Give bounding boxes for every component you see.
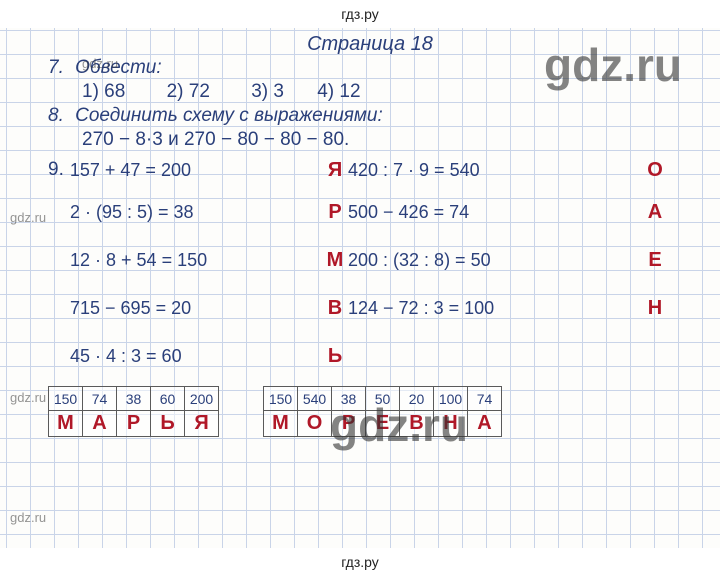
ans1-l4: Я	[185, 411, 219, 437]
ans1-l0: М	[49, 411, 83, 437]
watermark-big-2: gdz.ru	[330, 398, 468, 452]
task9-r1-ll: Р	[322, 201, 348, 224]
task9-r0-left: 157 + 47 = 200	[70, 160, 322, 181]
watermark-small-1: gdz.ru	[82, 56, 118, 71]
watermark-small-4: gdz.ru	[10, 510, 46, 525]
task9-r1-right: 500 − 426 = 74	[348, 202, 642, 223]
ans1-n1: 74	[83, 387, 117, 411]
task9-r4-ll: Ь	[322, 345, 348, 368]
task9-r0-ll: Я	[322, 159, 348, 182]
ans2-n0: 150	[264, 387, 298, 411]
task9-number: 9.	[48, 159, 64, 181]
task9-r0-right: 420 : 7 · 9 = 540	[348, 160, 642, 181]
ans1-l3: Ь	[151, 411, 185, 437]
ans1-n3: 60	[151, 387, 185, 411]
answer-table-1: 150 74 38 60 200 М А Р Ь Я	[48, 386, 219, 437]
ans2-n1: 540	[298, 387, 332, 411]
task9-r3-rl: Н	[642, 297, 668, 320]
task7-item-1: 1) 68	[82, 80, 125, 104]
ans1-n0: 150	[49, 387, 83, 411]
ans2-n6: 74	[468, 387, 502, 411]
task8-number: 8.	[48, 105, 64, 126]
ans1-l1: А	[83, 411, 117, 437]
task7-item-3: 3) 3	[251, 80, 284, 104]
site-header: гдз.ру	[0, 0, 720, 28]
task8-expression: 270 − 8·3 и 270 − 80 − 80 − 80.	[48, 128, 692, 152]
watermark-small-2: gdz.ru	[10, 210, 46, 225]
task9-r0-rl: О	[642, 159, 668, 182]
task9-r2-left: 12 · 8 + 54 = 150	[70, 250, 322, 271]
ans2-l0: М	[264, 411, 298, 437]
task9-r1-rl: А	[642, 201, 668, 224]
task7-number: 7.	[48, 57, 64, 78]
notebook-page: Страница 18 7. Обвести: 1) 68 2) 72 3) 3…	[0, 28, 720, 548]
task9-r3-right: 124 − 72 : 3 = 100	[348, 298, 642, 319]
task9-r3-left: 715 − 695 = 20	[70, 298, 322, 319]
task9-r1-left: 2 · (95 : 5) = 38	[70, 202, 322, 223]
task9-r4-left: 45 · 4 : 3 = 60	[70, 346, 322, 367]
task9-r2-ll: М	[322, 249, 348, 272]
ans2-l1: О	[298, 411, 332, 437]
ans1-l2: Р	[117, 411, 151, 437]
task9-r2-rl: Е	[642, 249, 668, 272]
task7-item-2: 2) 72	[167, 80, 210, 104]
ans1-n4: 200	[185, 387, 219, 411]
task8-label: Соединить схему с выражениями:	[75, 105, 383, 126]
task9-r3-ll: В	[322, 297, 348, 320]
task9-r2-right: 200 : (32 : 8) = 50	[348, 250, 642, 271]
task7-item-4: 4) 12	[317, 80, 360, 104]
watermark-small-3: gdz.ru	[10, 390, 46, 405]
ans2-l6: А	[468, 411, 502, 437]
watermark-big-1: gdz.ru	[544, 38, 682, 92]
ans1-n2: 38	[117, 387, 151, 411]
site-footer: гдз.ру	[0, 548, 720, 576]
